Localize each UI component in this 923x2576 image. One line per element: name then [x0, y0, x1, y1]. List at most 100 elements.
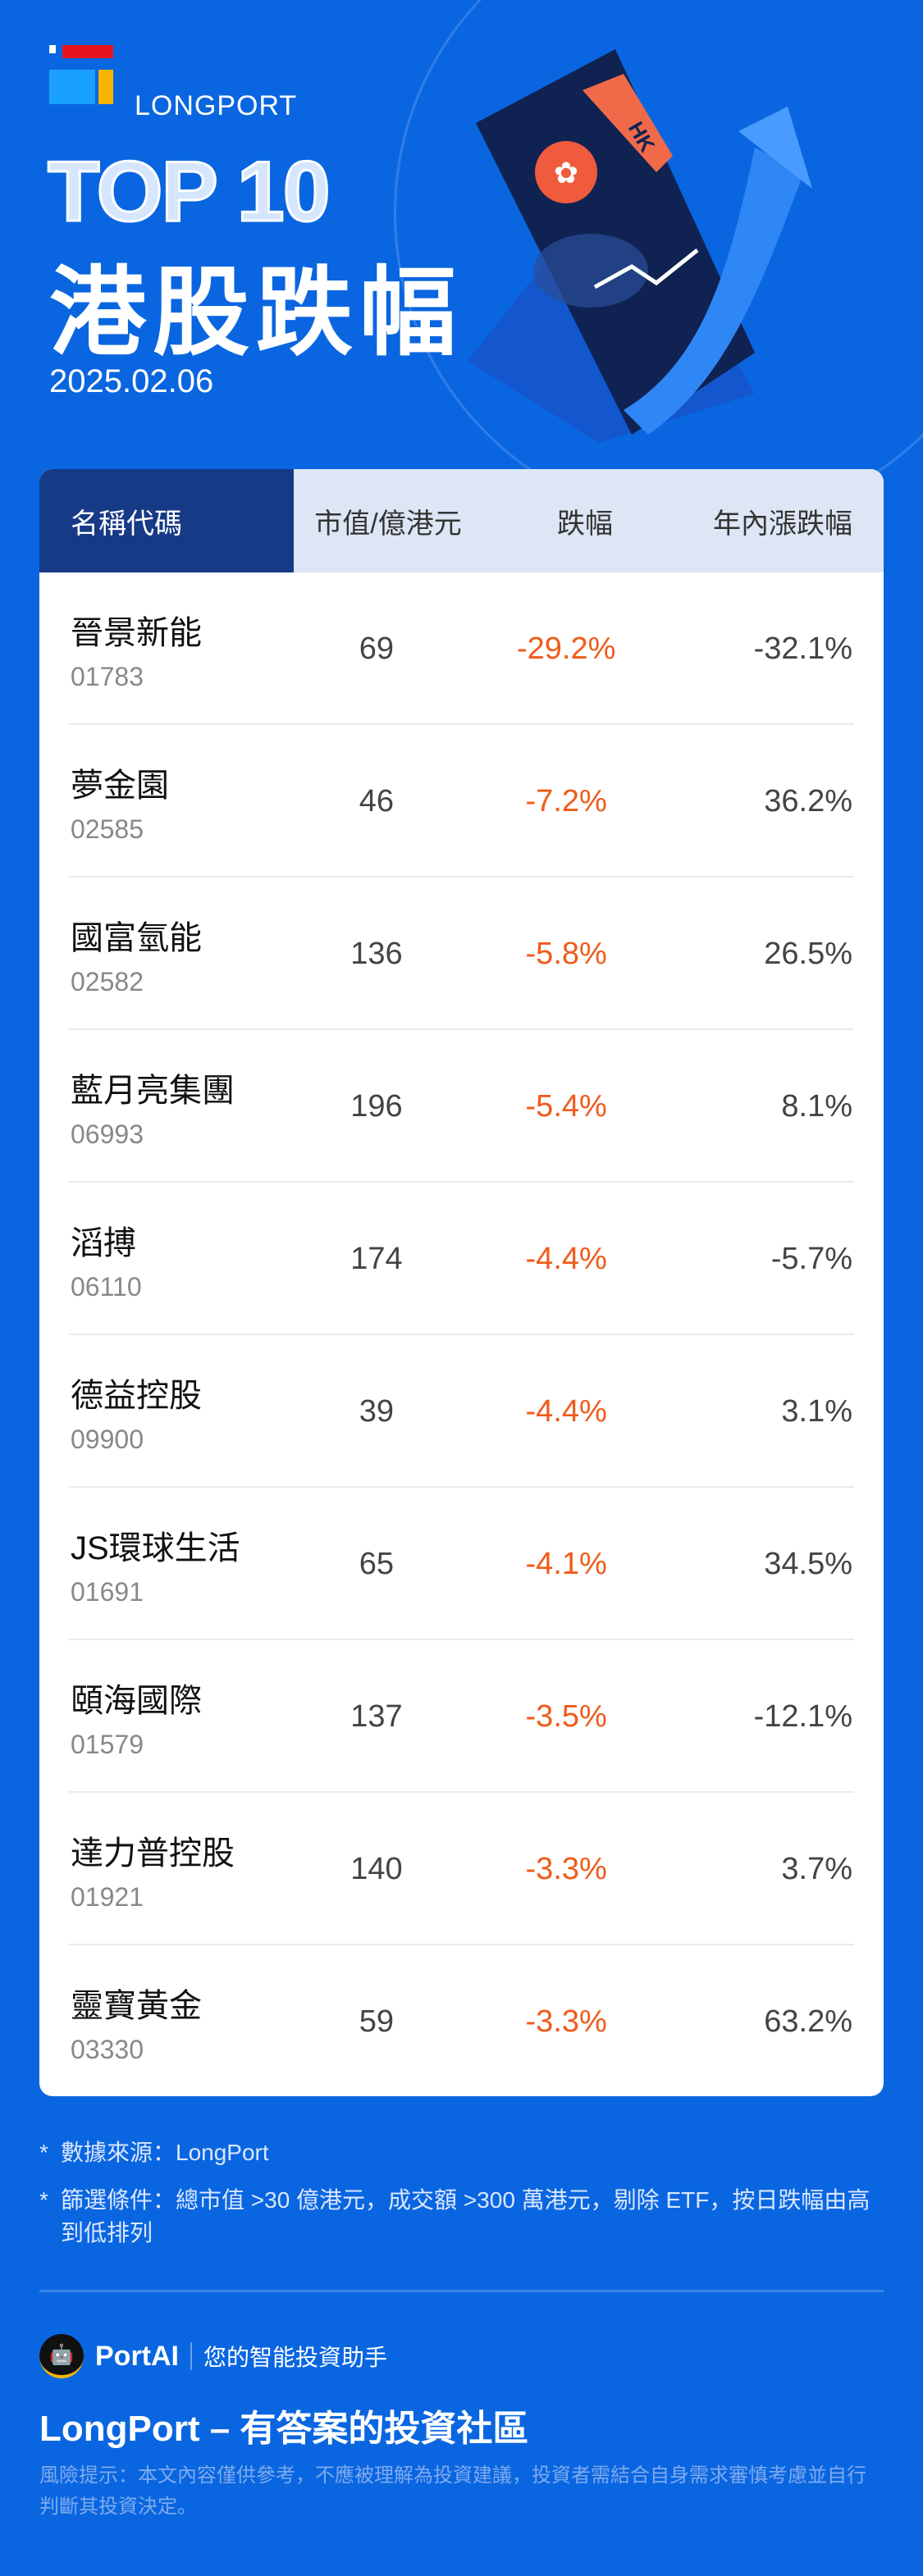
- table-row: 晉景新能 01783 69 -29.2% -32.1%: [39, 572, 854, 725]
- longport-logo-icon: [49, 45, 113, 134]
- daily-drop: -29.2%: [516, 631, 616, 666]
- portai-tagline: 您的智能投資助手: [203, 2345, 388, 2370]
- market-cap: 136: [350, 936, 403, 971]
- stock-name: 夢金園: [71, 767, 169, 804]
- daily-drop: -3.3%: [525, 2004, 607, 2039]
- market-cap: 46: [359, 783, 395, 818]
- stock-name: 滔搏: [71, 1224, 136, 1261]
- header-name-code: 名稱代碼: [39, 469, 294, 572]
- table-row: 靈寶黃金 03330 59 -3.3% 63.2%: [39, 1945, 854, 2096]
- stock-code: 02585: [71, 814, 144, 844]
- stock-code: 06110: [71, 1271, 142, 1302]
- stock-name: 靈寶黃金: [71, 1987, 202, 2024]
- stock-cell: 夢金園 02585: [39, 759, 286, 845]
- ytd-change: 3.7%: [781, 1851, 852, 1886]
- table-row: 國富氫能 02582 136 -5.8% 26.5%: [39, 878, 854, 1030]
- ranking-table: 名稱代碼 市值/億港元 跌幅 年內漲跌幅 晉景新能 01783 69 -29.2%…: [39, 469, 884, 2096]
- table-row: 德益控股 09900 39 -4.4% 3.1%: [39, 1335, 854, 1488]
- ytd-change: -12.1%: [753, 1698, 852, 1734]
- top10-label: TOP 10: [47, 144, 332, 241]
- market-cap: 65: [359, 1546, 395, 1581]
- stock-name: JS環球生活: [71, 1530, 240, 1566]
- stock-name: 德益控股: [71, 1377, 202, 1414]
- stock-name: 國富氫能: [71, 919, 202, 956]
- stock-code: 03330: [71, 2034, 144, 2064]
- ytd-change: 36.2%: [764, 783, 852, 818]
- daily-drop: -5.4%: [525, 1088, 607, 1124]
- stock-code: 01921: [71, 1881, 144, 1912]
- ytd-change: -32.1%: [753, 631, 852, 666]
- note-bullet: *: [39, 2187, 48, 2213]
- stock-name: 頤海國際: [71, 1682, 202, 1719]
- table-header: 名稱代碼 市值/億港元 跌幅 年內漲跌幅: [39, 469, 884, 572]
- portai-name: PortAI: [95, 2340, 179, 2372]
- daily-drop: -3.3%: [525, 1851, 607, 1886]
- note-criteria: * 篩選條件：總市值 >30 億港元，成交額 >300 萬港元，剔除 ETF，按日…: [39, 2184, 884, 2250]
- clock-ring-decoration: [394, 0, 923, 476]
- ytd-change: 3.1%: [781, 1393, 852, 1429]
- note-source: * 數據來源：LongPort: [39, 2136, 884, 2169]
- table-body: 晉景新能 01783 69 -29.2% -32.1% 夢金園 02585 46 -7…: [39, 572, 884, 2096]
- table-row: 滔搏 06110 174 -4.4% -5.7%: [39, 1183, 854, 1335]
- ytd-change: 63.2%: [764, 2004, 852, 2039]
- market-cap: 196: [350, 1088, 403, 1124]
- table-row: 夢金園 02585 46 -7.2% 36.2%: [39, 725, 854, 878]
- table-row: 達力普控股 01921 140 -3.3% 3.7%: [39, 1793, 854, 1945]
- stock-code: 02582: [71, 966, 144, 996]
- market-cap: 59: [359, 2004, 395, 2039]
- stock-cell: 達力普控股 01921: [39, 1826, 286, 1913]
- bear-market-illustration: ✿ HK: [468, 49, 812, 443]
- slogan: LongPort – 有答案的投資社區: [39, 2409, 529, 2449]
- report-date: 2025.02.06: [49, 363, 214, 399]
- stock-code: 01579: [71, 1729, 144, 1759]
- header-market-cap: 市值/億港元: [314, 508, 462, 540]
- portai-badge: 🤖 PortAI 您的智能投資助手: [39, 2334, 387, 2378]
- risk-disclaimer: 風險提示：本文內容僅供參考，不應被理解為投資建議，投資者需結合自身需求審慎考慮並…: [39, 2464, 866, 2518]
- svg-text:✿: ✿: [554, 156, 578, 189]
- market-cap: 174: [350, 1241, 403, 1276]
- daily-drop: -4.4%: [525, 1393, 607, 1429]
- hero-banner: ✿ HK LONGPORT TOP 10 港股跌幅 2025.02.06: [0, 0, 923, 476]
- header-ytd: 年內漲跌幅: [713, 508, 852, 540]
- note-text: 數據來源：LongPort: [61, 2140, 269, 2165]
- ytd-change: 8.1%: [781, 1088, 852, 1124]
- stock-code: 06993: [71, 1119, 144, 1149]
- ytd-change: 26.5%: [764, 936, 852, 971]
- separator: [190, 2342, 192, 2370]
- stock-cell: 滔搏 06110: [39, 1216, 286, 1302]
- stock-cell: 藍月亮集團 06993: [39, 1064, 286, 1150]
- daily-drop: -4.4%: [525, 1241, 607, 1276]
- stock-name: 晉景新能: [71, 614, 202, 651]
- note-text: 篩選條件：總市值 >30 億港元，成交額 >300 萬港元，剔除 ETF，按日跌…: [61, 2187, 870, 2245]
- notes: * 數據來源：LongPort * 篩選條件：總市值 >30 億港元，成交額 >30…: [39, 2136, 884, 2264]
- stock-cell: 晉景新能 01783: [39, 606, 286, 692]
- market-cap: 137: [350, 1698, 403, 1734]
- stock-cell: 頤海國際 01579: [39, 1674, 286, 1760]
- stock-cell: 靈寶黃金 03330: [39, 1979, 286, 2065]
- ytd-change: -5.7%: [770, 1241, 852, 1276]
- stock-name: 達力普控股: [71, 1835, 235, 1872]
- robot-icon: 🤖: [39, 2334, 84, 2378]
- table-row: 頤海國際 01579 137 -3.5% -12.1%: [39, 1640, 854, 1793]
- daily-drop: -7.2%: [525, 783, 607, 818]
- stock-code: 01691: [71, 1576, 144, 1607]
- longport-logo: LONGPORT: [49, 45, 297, 134]
- table-row: 藍月亮集團 06993 196 -5.4% 8.1%: [39, 1030, 854, 1183]
- stock-code: 01783: [71, 661, 144, 691]
- market-cap: 69: [359, 631, 395, 666]
- daily-drop: -3.5%: [525, 1698, 607, 1734]
- stock-cell: JS環球生活 01691: [39, 1521, 286, 1607]
- table-row: JS環球生活 01691 65 -4.1% 34.5%: [39, 1488, 854, 1640]
- header-drop: 跌幅: [557, 508, 613, 540]
- note-bullet: *: [39, 2140, 48, 2165]
- stock-code: 09900: [71, 1424, 144, 1454]
- page-title: 港股跌幅: [49, 259, 464, 367]
- stock-cell: 國富氫能 02582: [39, 911, 286, 997]
- brand-name: LONGPORT: [135, 89, 298, 121]
- stock-name: 藍月亮集團: [71, 1072, 235, 1109]
- daily-drop: -5.8%: [525, 936, 607, 971]
- divider: [39, 2290, 884, 2292]
- stock-cell: 德益控股 09900: [39, 1369, 286, 1455]
- daily-drop: -4.1%: [525, 1546, 607, 1581]
- ytd-change: 34.5%: [764, 1546, 852, 1581]
